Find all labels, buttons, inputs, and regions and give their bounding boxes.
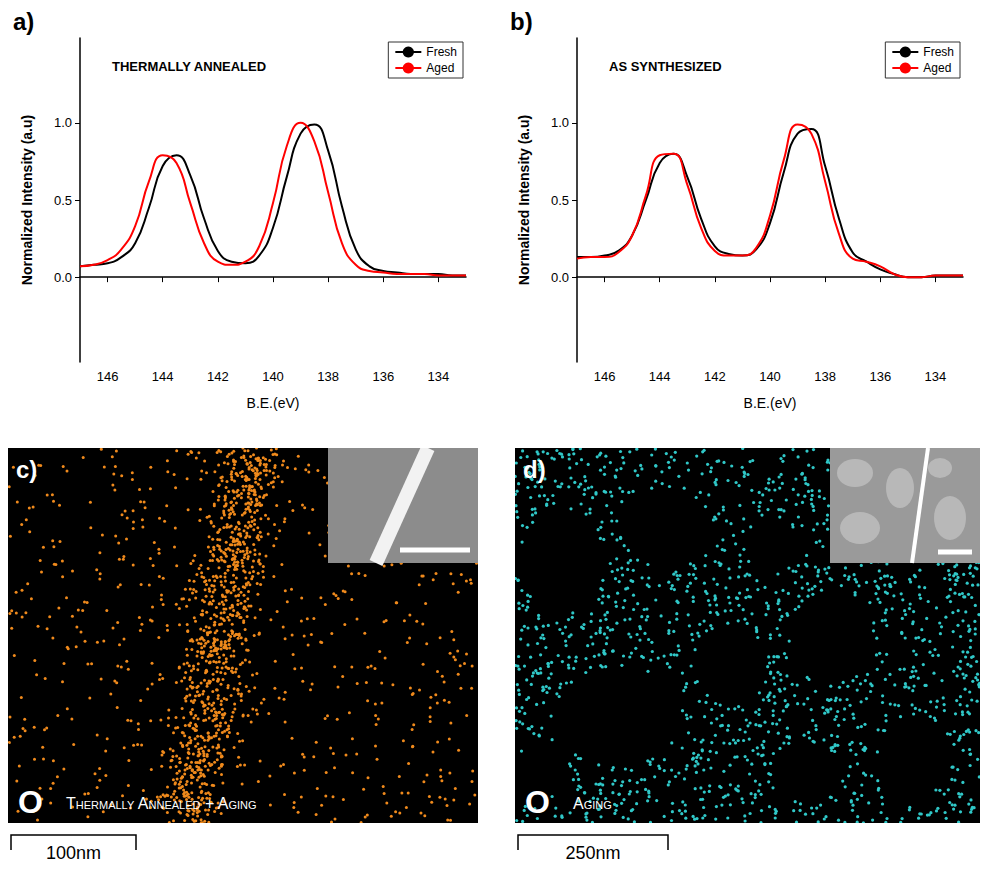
svg-text:134: 134 — [925, 369, 947, 384]
svg-text:136: 136 — [372, 369, 394, 384]
svg-text:0.5: 0.5 — [551, 193, 569, 208]
svg-text:B.E.(eV): B.E.(eV) — [744, 395, 797, 411]
svg-text:250nm: 250nm — [565, 843, 620, 863]
svg-text:140: 140 — [262, 369, 284, 384]
svg-text:c): c) — [16, 456, 37, 483]
svg-text:a): a) — [13, 8, 34, 35]
svg-text:134: 134 — [428, 369, 450, 384]
svg-text:Aged: Aged — [923, 61, 951, 75]
svg-text:1.0: 1.0 — [551, 115, 569, 130]
svg-text:144: 144 — [649, 369, 671, 384]
svg-text:Aged: Aged — [426, 61, 454, 75]
svg-text:100nm: 100nm — [46, 843, 101, 863]
svg-text:0.0: 0.0 — [54, 270, 72, 285]
svg-text:140: 140 — [759, 369, 781, 384]
svg-text:Normalized Intensity (a.u): Normalized Intensity (a.u) — [19, 115, 35, 285]
svg-text:d): d) — [523, 456, 546, 483]
svg-text:138: 138 — [317, 369, 339, 384]
svg-text:0.5: 0.5 — [54, 193, 72, 208]
svg-text:144: 144 — [152, 369, 174, 384]
svg-text:146: 146 — [97, 369, 119, 384]
svg-text:O: O — [18, 784, 43, 820]
svg-text:AS SYNTHESIZED: AS SYNTHESIZED — [609, 59, 722, 74]
svg-text:142: 142 — [704, 369, 726, 384]
svg-text:Aging: Aging — [573, 795, 612, 812]
svg-text:0.0: 0.0 — [551, 270, 569, 285]
svg-text:B.E.(eV): B.E.(eV) — [247, 395, 300, 411]
svg-text:b): b) — [510, 8, 533, 35]
svg-text:142: 142 — [207, 369, 229, 384]
svg-text:Thermally Annealed + Aging: Thermally Annealed + Aging — [66, 795, 257, 812]
svg-text:1.0: 1.0 — [54, 115, 72, 130]
svg-text:Fresh: Fresh — [923, 45, 954, 59]
svg-text:136: 136 — [869, 369, 891, 384]
svg-text:146: 146 — [594, 369, 616, 384]
svg-text:O: O — [525, 784, 550, 820]
svg-text:THERMALLY ANNEALED: THERMALLY ANNEALED — [112, 59, 266, 74]
svg-text:Normalized Intensity (a.u): Normalized Intensity (a.u) — [516, 115, 532, 285]
svg-text:Fresh: Fresh — [426, 45, 457, 59]
svg-text:138: 138 — [814, 369, 836, 384]
